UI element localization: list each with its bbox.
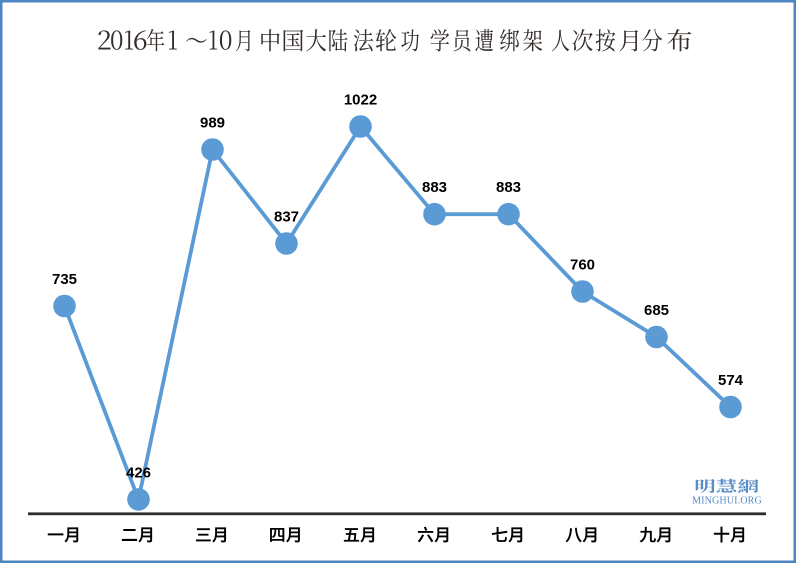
- svg-text:837: 837: [274, 209, 299, 226]
- svg-text:574: 574: [718, 372, 744, 389]
- svg-text:735: 735: [52, 271, 77, 288]
- svg-text:1022: 1022: [344, 92, 377, 109]
- svg-text:760: 760: [570, 257, 595, 274]
- svg-text:426: 426: [126, 464, 151, 481]
- svg-text:883: 883: [496, 179, 521, 196]
- svg-text:685: 685: [644, 302, 669, 319]
- svg-text:MINGHUI.ORG: MINGHUI.ORG: [692, 496, 762, 507]
- svg-text:883: 883: [422, 179, 447, 196]
- svg-text:989: 989: [200, 115, 225, 132]
